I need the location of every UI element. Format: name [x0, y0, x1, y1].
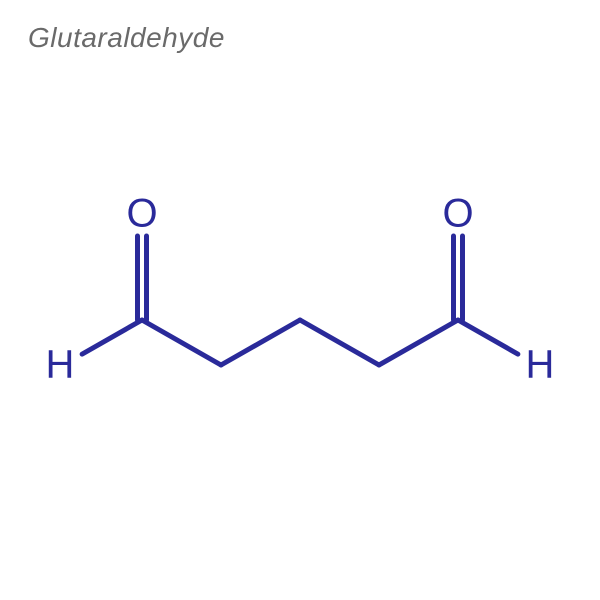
atom-label-H1: H: [46, 343, 75, 388]
atom-label-O2: O: [442, 192, 473, 237]
atom-label-H2: H: [526, 343, 555, 388]
skeletal-formula: [0, 0, 600, 600]
atom-label-O1: O: [126, 192, 157, 237]
